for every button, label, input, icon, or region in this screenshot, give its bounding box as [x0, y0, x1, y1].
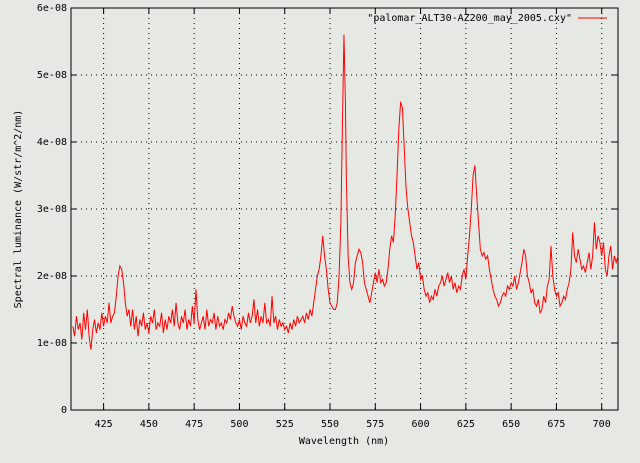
data-line [72, 34, 619, 350]
x-tick-label: 675 [547, 419, 565, 430]
y-axis-label: Spectral luminance (W/str/m^2/nm) [13, 110, 24, 309]
y-tick-label: 1e-08 [37, 338, 67, 349]
x-tick-label: 575 [366, 419, 384, 430]
y-tick-label: 6e-08 [37, 3, 67, 14]
x-tick-label: 550 [321, 419, 339, 430]
x-tick-label: 625 [457, 419, 475, 430]
x-axis-label: Wavelength (nm) [299, 436, 389, 447]
x-tick-label: 475 [185, 419, 203, 430]
y-tick-label: 3e-08 [37, 204, 67, 215]
y-tick-label: 0 [61, 405, 67, 416]
x-tick-label: 650 [502, 419, 520, 430]
y-tick-label: 4e-08 [37, 137, 67, 148]
x-tick-label: 525 [276, 419, 294, 430]
x-tick-label: 450 [140, 419, 158, 430]
y-tick-label: 5e-08 [37, 70, 67, 81]
legend-label: "palomar_ALT30-AZ200_may_2005.cxy" [367, 13, 572, 24]
x-tick-label: 700 [593, 419, 611, 430]
plot-border [70, 7, 619, 411]
x-tick-label: 425 [95, 419, 113, 430]
x-tick-label: 600 [412, 419, 430, 430]
x-tick-label: 500 [230, 419, 248, 430]
y-tick-label: 2e-08 [37, 271, 67, 282]
